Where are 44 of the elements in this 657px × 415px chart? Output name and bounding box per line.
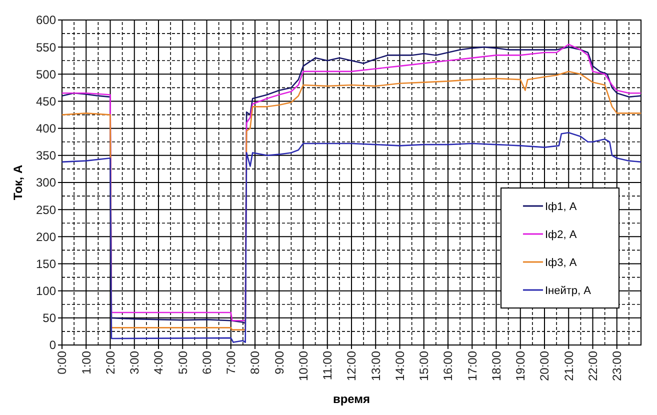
x-tick-label: 4:00 [152,350,166,374]
legend-label: Iф2, А [545,228,578,241]
x-tick-label: 8:00 [248,350,262,374]
x-axis-title: время [332,392,370,406]
y-tick-label: 100 [36,284,56,298]
x-tick-label: 18:00 [489,350,504,382]
y-tick-label: 500 [36,67,56,82]
x-tick-label: 12:00 [344,350,359,382]
x-tick-label: 5:00 [176,350,190,374]
x-tick-label: 14:00 [392,350,407,382]
y-tick-label: 250 [36,202,56,217]
x-tick-label: 10:00 [296,350,310,382]
x-tick-label: 16:00 [441,350,456,382]
x-tick-label: 0:00 [55,350,70,374]
x-tick-label: 13:00 [368,350,383,382]
x-tick-label: 3:00 [128,350,142,374]
x-tick-label: 22:00 [586,350,600,382]
y-tick-label: 300 [36,176,56,190]
legend-label: Iнейтр, А [545,284,592,297]
y-tick-label: 450 [36,94,56,108]
y-tick-label: 200 [36,230,56,244]
y-tick-label: 350 [36,148,56,163]
y-tick-label: 50 [42,311,56,326]
y-tick-label: 400 [36,122,56,136]
x-tick-label: 23:00 [610,350,624,382]
line-series [61,132,642,343]
x-tick-label: 20:00 [538,350,552,382]
y-tick-label: 550 [36,40,56,54]
x-tick-label: 7:00 [224,350,238,374]
x-tick-label: 15:00 [417,350,432,382]
x-tick-label: 11:00 [320,350,335,380]
y-tick-label: 150 [36,256,56,271]
x-tick-label: 1:00 [79,350,94,374]
y-tick-label: 600 [36,13,56,28]
x-tick-label: 2:00 [103,350,118,374]
legend-label: Iф1, А [545,200,578,213]
legend-label: Iф3, А [545,256,578,269]
x-tick-label: 17:00 [465,350,480,382]
x-tick-label: 21:00 [562,350,576,382]
x-tick-label: 9:00 [272,350,286,374]
x-tick-label: 6:00 [200,350,214,374]
y-axis-title: Ток, А [11,164,25,200]
x-tick-label: 19:00 [514,350,528,382]
y-tick-label: 0 [49,338,56,352]
